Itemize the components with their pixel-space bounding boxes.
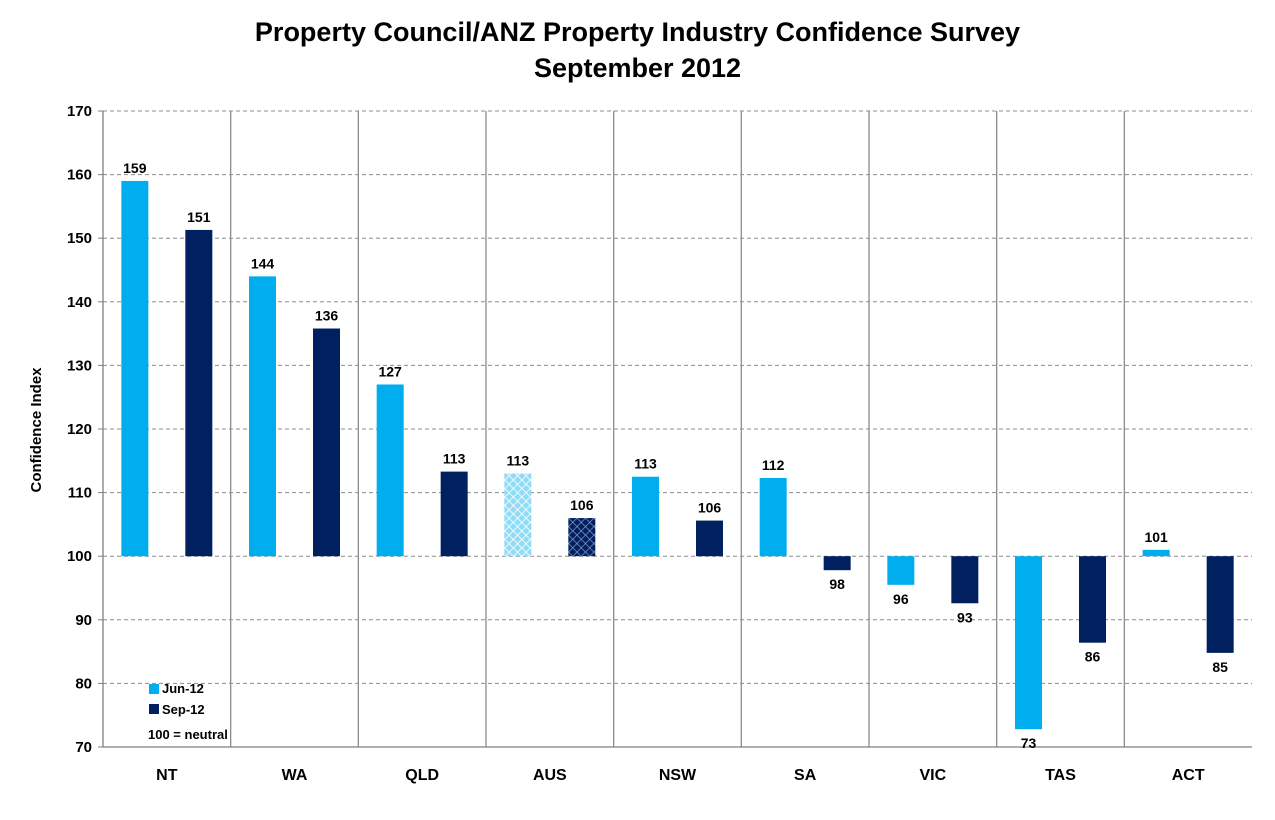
bar-nsw-jun-12 [632, 476, 659, 557]
category-separators [230, 111, 1125, 747]
data-label-tas-sep-12: 86 [1085, 649, 1101, 665]
data-labels: 159 144 127 113 113 112 96 73 101 151 136 113 106 106… [123, 160, 1228, 751]
bar-nt-sep-12 [185, 229, 213, 557]
y-axis-title: Confidence Index [28, 367, 45, 493]
data-label-nt-sep-12: 151 [187, 209, 211, 225]
bar-act-jun-12 [1142, 549, 1170, 557]
data-label-wa-jun-12: 144 [251, 255, 275, 271]
data-label-qld-sep-12: 113 [443, 451, 466, 467]
bar-nsw-sep-12 [696, 520, 723, 557]
bar-wa-jun-12 [249, 276, 276, 557]
category-label-wa: WA [282, 767, 308, 784]
grid-lines [103, 110, 1252, 684]
bar-wa-sep-12 [313, 328, 340, 557]
data-label-nsw-jun-12: 113 [634, 456, 657, 472]
category-label-vic: VIC [919, 767, 946, 784]
y-tick-label-100: 100 [67, 548, 92, 565]
bar-tas-sep-12 [1079, 556, 1106, 643]
category-label-sa: SA [794, 767, 817, 784]
bar-aus-jun-12 [504, 473, 532, 557]
data-label-tas-jun-12: 73 [1021, 735, 1037, 751]
bar-tas-jun-12 [1015, 556, 1042, 730]
data-label-sa-jun-12: 112 [762, 457, 785, 473]
data-label-vic-sep-12: 93 [957, 609, 973, 625]
y-tick-label-110: 110 [68, 485, 92, 502]
bar-act-sep-12 [1206, 556, 1234, 653]
axes: 70 80 90 100 110 120 130 140 150 160 170 NT WA QLD AUS… [67, 103, 1252, 784]
data-label-wa-sep-12: 136 [315, 308, 339, 324]
legend-swatch-sep-12 [149, 704, 159, 714]
data-label-act-sep-12: 85 [1212, 659, 1228, 675]
data-label-aus-sep-12: 106 [570, 497, 594, 513]
y-tick-label-170: 170 [67, 103, 92, 120]
bar-sa-jun-12 [759, 477, 787, 557]
legend-note: 100 = neutral [148, 727, 228, 742]
y-tick-label-160: 160 [67, 167, 92, 184]
bar-nt-jun-12 [121, 180, 149, 557]
y-tick-label-70: 70 [75, 739, 92, 756]
chart-title-block: Property Council/ANZ Property Industry C… [0, 14, 1275, 86]
y-tick-label-150: 150 [67, 230, 92, 247]
legend: Jun-12 Sep-12 100 = neutral [148, 681, 228, 742]
bars [121, 180, 1234, 730]
chart-subtitle: September 2012 [533, 53, 742, 83]
y-tick-label-120: 120 [67, 421, 92, 438]
bar-sa-sep-12 [823, 556, 851, 571]
legend-label-sep-12: Sep-12 [162, 702, 205, 717]
category-label-act: ACT [1172, 767, 1205, 784]
data-label-qld-jun-12: 127 [378, 363, 402, 379]
data-label-nt-jun-12: 159 [123, 160, 147, 176]
chart-title: Property Council/ANZ Property Industry C… [254, 17, 1021, 47]
category-label-tas: TAS [1045, 767, 1076, 784]
category-label-nt: NT [156, 767, 178, 784]
y-tick-label-90: 90 [75, 612, 92, 629]
category-label-nsw: NSW [659, 767, 697, 784]
y-tick-label-140: 140 [67, 294, 92, 311]
data-label-aus-jun-12: 113 [507, 453, 530, 469]
bar-qld-sep-12 [440, 471, 468, 557]
legend-label-jun-12: Jun-12 [162, 681, 204, 696]
data-label-act-jun-12: 101 [1144, 529, 1168, 545]
y-tick-label-130: 130 [67, 357, 92, 374]
bar-aus-sep-12 [568, 518, 596, 557]
data-label-nsw-sep-12: 106 [698, 500, 722, 516]
category-label-aus: AUS [533, 767, 567, 784]
y-tick-label-80: 80 [75, 675, 92, 692]
bar-vic-sep-12 [951, 556, 979, 604]
bar-qld-jun-12 [376, 384, 404, 557]
category-label-qld: QLD [405, 767, 439, 784]
legend-swatch-jun-12 [149, 684, 159, 694]
data-label-vic-jun-12: 96 [893, 591, 909, 607]
data-label-sa-sep-12: 98 [829, 576, 845, 592]
bar-vic-jun-12 [887, 556, 915, 585]
